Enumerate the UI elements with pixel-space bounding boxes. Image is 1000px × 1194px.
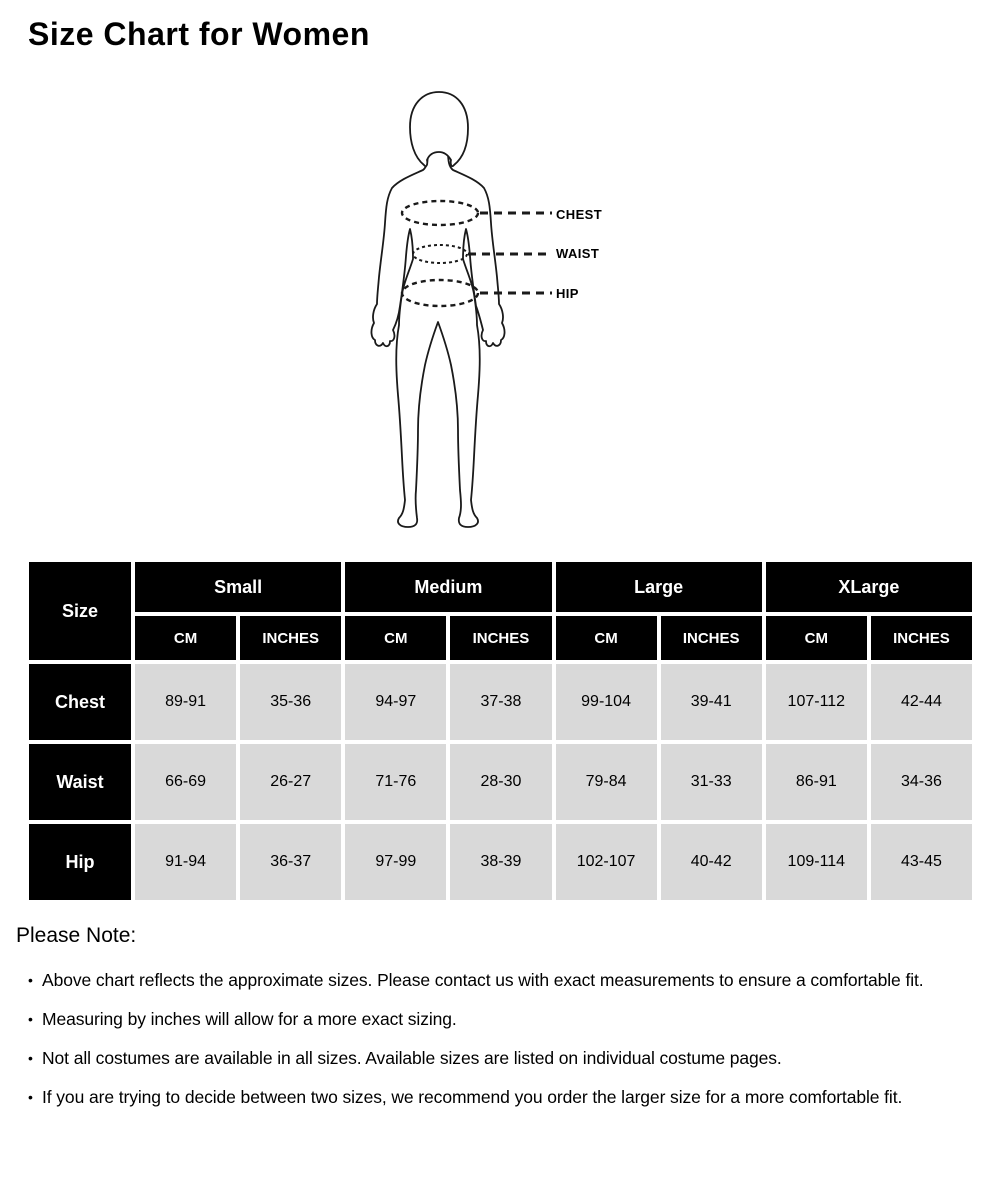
unit-header-large-inches: INCHES: [660, 616, 762, 660]
cell-hip-xlarge-inches: 43-45: [870, 824, 972, 900]
unit-header-xlarge-cm: CM: [765, 616, 867, 660]
cell-chest-large-cm: 99-104: [555, 664, 657, 740]
unit-header-medium-cm: CM: [345, 616, 447, 660]
cell-waist-small-cm: 66-69: [135, 744, 237, 820]
cell-hip-medium-cm: 97-99: [345, 824, 447, 900]
head-hair-outline: [409, 91, 469, 168]
note-item: Not all costumes are available in all si…: [28, 1040, 966, 1077]
cell-chest-medium-inches: 37-38: [450, 664, 552, 740]
measurement-label-hip: HIP: [556, 286, 579, 301]
note-item: Measuring by inches will allow for a mor…: [28, 1001, 966, 1038]
cell-chest-small-cm: 89-91: [135, 664, 237, 740]
column-header-xlarge: XLarge: [765, 562, 972, 612]
waist-ellipse: [412, 244, 468, 264]
cell-chest-large-inches: 39-41: [660, 664, 762, 740]
cell-hip-medium-inches: 38-39: [450, 824, 552, 900]
cell-hip-small-cm: 91-94: [135, 824, 237, 900]
cell-waist-xlarge-cm: 86-91: [765, 744, 867, 820]
row-header-chest: Chest: [29, 664, 131, 740]
cell-hip-large-cm: 102-107: [555, 824, 657, 900]
note-item: Above chart reflects the approximate siz…: [28, 962, 966, 999]
unit-header-small-cm: CM: [135, 616, 237, 660]
cell-waist-medium-inches: 28-30: [450, 744, 552, 820]
notes-list: Above chart reflects the approximate siz…: [16, 962, 966, 1116]
unit-header-small-inches: INCHES: [240, 616, 342, 660]
column-header-large: Large: [555, 562, 762, 612]
cell-waist-large-cm: 79-84: [555, 744, 657, 820]
cell-hip-large-inches: 40-42: [660, 824, 762, 900]
chest-ellipse: [400, 199, 480, 227]
woman-outline-figure: [370, 91, 552, 528]
cell-chest-xlarge-inches: 42-44: [870, 664, 972, 740]
hip-ellipse: [400, 278, 480, 308]
unit-header-xlarge-inches: INCHES: [870, 616, 972, 660]
notes-heading: Please Note:: [16, 924, 137, 947]
size-chart-table: Size Small Medium Large XLarge CM INCHES…: [25, 558, 976, 904]
page-title: Size Chart for Women: [28, 16, 370, 52]
cell-waist-large-inches: 31-33: [660, 744, 762, 820]
cell-waist-xlarge-inches: 34-36: [870, 744, 972, 820]
table-row-waist: Waist 66-69 26-27 71-76 28-30 79-84 31-3…: [29, 744, 972, 820]
note-item: If you are trying to decide between two …: [28, 1079, 966, 1116]
unit-header-large-cm: CM: [555, 616, 657, 660]
cell-chest-medium-cm: 94-97: [345, 664, 447, 740]
cell-hip-xlarge-cm: 109-114: [765, 824, 867, 900]
body-measurement-diagram: [360, 85, 650, 550]
cell-waist-medium-cm: 71-76: [345, 744, 447, 820]
cell-waist-small-inches: 26-27: [240, 744, 342, 820]
column-header-small: Small: [135, 562, 342, 612]
measurement-label-chest: CHEST: [556, 207, 603, 222]
cell-chest-xlarge-cm: 107-112: [765, 664, 867, 740]
table-row-chest: Chest 89-91 35-36 94-97 37-38 99-104 39-…: [29, 664, 972, 740]
row-header-waist: Waist: [29, 744, 131, 820]
row-header-hip: Hip: [29, 824, 131, 900]
unit-header-medium-inches: INCHES: [450, 616, 552, 660]
column-header-medium: Medium: [345, 562, 552, 612]
cell-hip-small-inches: 36-37: [240, 824, 342, 900]
corner-header-size: Size: [29, 562, 131, 660]
notes-section: Please Note: Above chart reflects the ap…: [16, 924, 966, 1118]
table-row-hip: Hip 91-94 36-37 97-99 38-39 102-107 40-4…: [29, 824, 972, 900]
measurement-label-waist: WAIST: [556, 246, 600, 261]
cell-chest-small-inches: 35-36: [240, 664, 342, 740]
body-outline: [370, 150, 506, 528]
